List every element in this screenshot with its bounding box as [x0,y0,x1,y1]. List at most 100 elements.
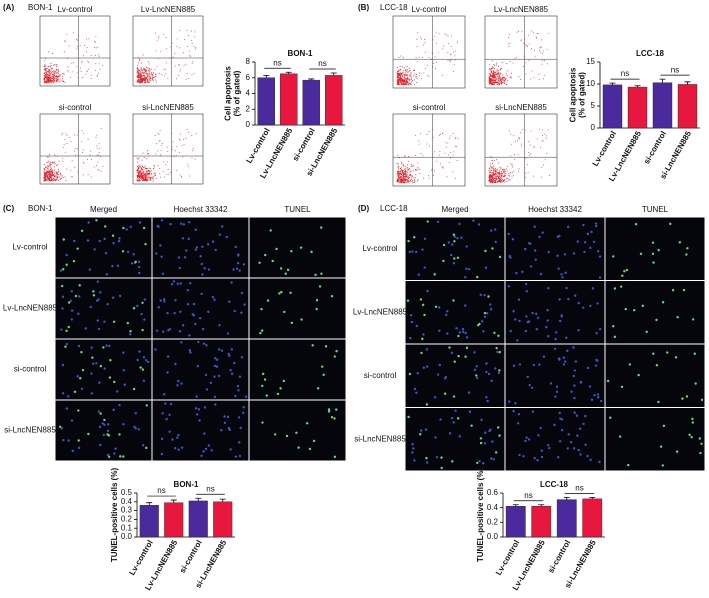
event-dot [411,81,413,83]
event-dot [191,135,193,136]
event-dot [406,80,408,82]
y-axis-label: TUNEL-positive cells (%) [476,468,485,563]
event-dot [49,80,50,82]
event-dot [145,168,147,170]
event-dot [149,76,151,78]
event-dot [400,81,402,83]
event-dot [490,82,492,84]
event-dot [143,69,145,71]
event-dot [54,175,56,177]
event-dot [143,82,145,84]
event-dot [403,81,405,83]
nucleus [555,385,559,388]
nucleus [97,327,101,331]
event-dot [55,176,57,178]
nucleus [410,320,414,324]
nucleus [203,406,207,409]
y-tick-label: 6 [246,73,251,82]
nucleus [433,273,436,276]
event-dot [406,69,408,71]
annotation: ns [157,486,165,495]
event-dot [43,176,45,178]
nucleus [593,393,596,397]
event-dot [47,167,49,169]
nucleus [77,344,81,348]
nucleus [609,416,612,419]
event-dot [398,77,400,78]
nucleus [197,408,201,411]
event-dot [49,164,51,166]
event-dot [410,178,412,180]
nucleus [588,385,592,388]
nucleus [682,288,686,292]
x-tick-label: si-control [642,130,668,166]
event-dot [57,79,59,81]
nucleus [234,394,237,398]
nucleus [521,270,524,274]
nucleus [211,295,215,299]
event-dot [410,72,412,74]
event-dot [60,79,62,81]
event-dot [402,76,404,78]
nucleus [129,225,132,229]
event-dot [74,150,75,152]
event-dot [396,83,398,85]
event-dot [509,133,511,135]
nucleus [207,444,211,447]
event-dot [396,179,398,181]
nucleus [416,371,419,375]
event-dot [52,179,54,181]
event-dot [509,179,511,181]
event-dot [76,134,78,136]
nucleus [691,318,695,321]
nucleus [489,229,493,232]
nucleus [586,366,590,370]
event-dot [50,80,51,82]
event-dot [144,179,145,181]
event-dot [490,181,492,182]
event-dot [176,78,177,80]
nucleus [477,323,480,327]
event-dot [404,181,406,183]
event-dot [523,66,524,67]
nucleus [108,376,112,379]
event-dot [138,74,140,76]
event-dot [404,77,406,78]
event-dot [58,70,60,72]
nucleus [229,369,232,372]
nucleus [535,312,538,316]
event-dot [404,74,406,76]
event-dot [412,165,414,167]
nucleus [217,348,221,351]
event-dot [96,154,98,156]
event-dot [52,174,54,176]
event-dot [187,46,189,47]
event-dot [412,176,414,178]
event-dot [140,171,142,173]
event-dot [164,176,165,178]
event-dot [406,77,408,79]
nucleus [102,346,105,349]
event-dot [139,82,141,84]
nucleus [217,374,221,378]
event-dot [492,79,494,81]
event-dot [148,81,150,83]
nuclei [261,408,338,459]
micrograph [55,278,152,339]
plot-frame [392,15,466,89]
nucleus [280,290,283,294]
event-dot [397,171,399,173]
nucleus [242,406,245,409]
event-dot [192,60,194,62]
event-dot [186,30,188,31]
nucleus [207,310,210,314]
event-dot [404,74,406,76]
event-dot [62,76,64,78]
nucleus [71,449,74,453]
event-dot [195,133,197,135]
event-dot [493,71,495,73]
nucleus [78,284,81,287]
event-dot [50,68,52,70]
event-dot [409,179,411,181]
event-dot [490,176,492,178]
